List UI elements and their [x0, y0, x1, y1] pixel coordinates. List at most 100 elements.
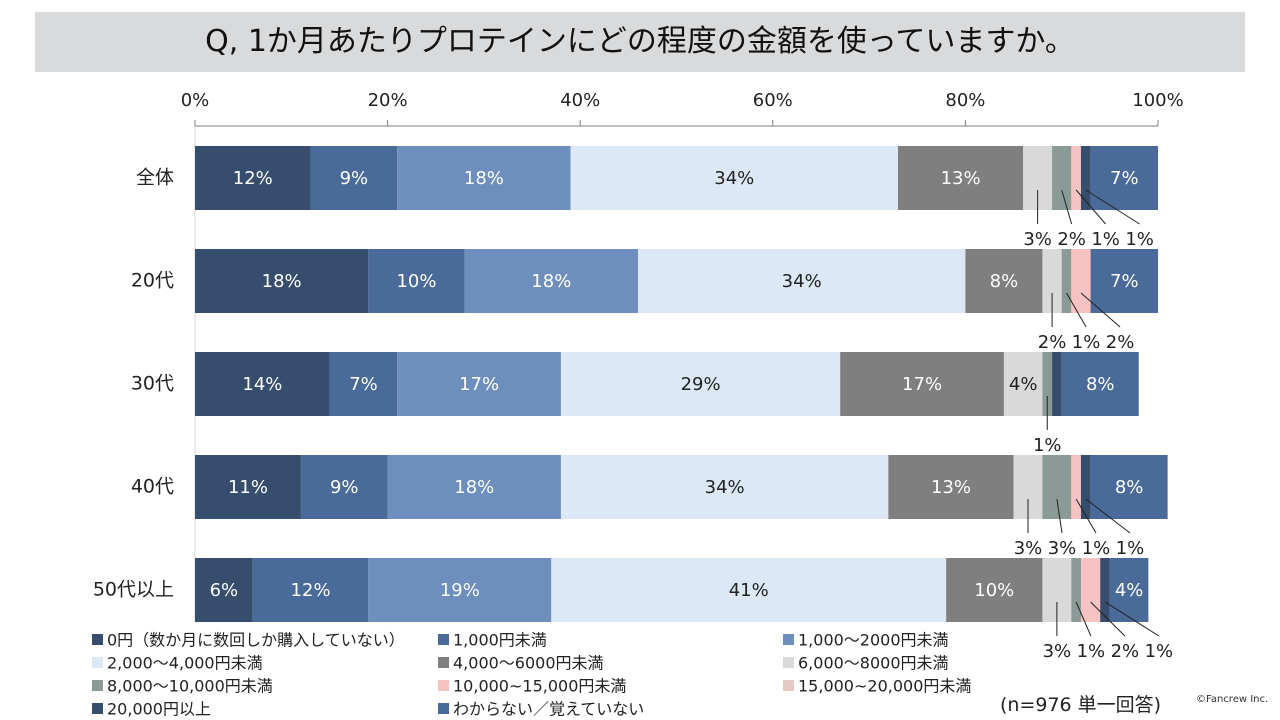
callout-line	[1075, 498, 1097, 534]
bar-segment	[1042, 352, 1053, 416]
bar-segment	[1061, 249, 1072, 313]
data-label: 10%	[396, 271, 436, 292]
data-label: 6%	[210, 580, 239, 601]
callout-label: 3%	[1048, 538, 1077, 559]
data-label: 14%	[242, 374, 282, 395]
callout-label: 1%	[1091, 229, 1120, 250]
data-label: 8%	[1086, 374, 1115, 395]
data-label: 34%	[782, 271, 822, 292]
callout-line	[1056, 498, 1063, 534]
chart-title: Q, 1か月あたりプロテインにどの程度の金額を使っていますか。	[205, 24, 1075, 59]
callout-label: 3%	[1043, 641, 1072, 662]
callout-label: 1%	[1082, 538, 1111, 559]
callout-label: 1%	[1145, 641, 1174, 662]
bar-segment	[637, 249, 966, 313]
callout-label: 2%	[1111, 641, 1140, 662]
bar-segment	[329, 352, 398, 416]
legend-label: 4,000～6000円未満	[453, 654, 604, 673]
bar-segment	[368, 558, 552, 622]
callout-label: 3%	[1023, 229, 1052, 250]
bar-segment	[310, 146, 398, 210]
callout-line	[1066, 292, 1087, 328]
callout-line	[1085, 189, 1140, 225]
data-label: 12%	[291, 580, 331, 601]
legend-swatch	[783, 634, 794, 645]
callout-label: 1%	[1125, 229, 1154, 250]
bar-segment	[1042, 455, 1072, 519]
legend-swatch	[438, 680, 449, 691]
data-label: 4%	[1009, 374, 1038, 395]
y-category-label: 全体	[136, 167, 174, 189]
legend-label: 0円（数か月に数回しか購入していない）	[107, 631, 405, 650]
bar-segment	[464, 249, 638, 313]
bar-segment	[195, 558, 253, 622]
bar-segment	[368, 249, 465, 313]
y-category-label: 30代	[131, 373, 174, 395]
x-tick-label: 80%	[945, 90, 985, 111]
bar-segment	[570, 146, 898, 210]
callout-label: 3%	[1014, 538, 1043, 559]
bar-segment	[1061, 352, 1139, 416]
callout-line	[1075, 189, 1107, 225]
data-label: 41%	[729, 580, 769, 601]
legend-label: 2,000～4,000円未満	[107, 654, 263, 673]
bar-segment	[840, 352, 1004, 416]
data-label: 18%	[454, 477, 494, 498]
bar-segment	[1003, 352, 1043, 416]
y-category-label: 40代	[131, 476, 174, 498]
callout-label: 1%	[1116, 538, 1145, 559]
legend-label: 15,000~20,000円未満	[798, 677, 971, 696]
callout-line	[1085, 498, 1131, 534]
data-label: 18%	[464, 168, 504, 189]
bar-segment	[965, 249, 1043, 313]
bar-segment	[1071, 146, 1081, 210]
bar-segment	[1080, 455, 1091, 519]
bar-segment	[1071, 455, 1081, 519]
bar-segment	[1090, 249, 1158, 313]
data-label: 34%	[714, 168, 754, 189]
bar-segment	[888, 455, 1014, 519]
data-label: 19%	[440, 580, 480, 601]
x-tick-label: 60%	[753, 90, 793, 111]
x-tick-label: 40%	[560, 90, 600, 111]
data-label: 9%	[340, 168, 369, 189]
data-label: 7%	[349, 374, 378, 395]
callout-label: 1%	[1077, 641, 1106, 662]
legend-swatch	[438, 634, 449, 645]
legend-swatch	[92, 634, 103, 645]
data-label: 29%	[681, 374, 721, 395]
data-label: 7%	[1110, 271, 1139, 292]
bar-segment	[1080, 558, 1101, 622]
data-label: 17%	[459, 374, 499, 395]
bar-segment	[195, 455, 301, 519]
data-label: 17%	[902, 374, 942, 395]
bar-segment	[946, 558, 1043, 622]
data-label: 7%	[1110, 168, 1139, 189]
legend-label: 8,000～10,000円未満	[107, 677, 273, 696]
legend-swatch	[783, 680, 794, 691]
bar-segment	[560, 455, 889, 519]
callout-line	[1061, 189, 1073, 225]
y-category-label: 20代	[131, 270, 174, 292]
bar-segment	[195, 352, 330, 416]
bar-segment	[897, 146, 1024, 210]
x-tick-label: 100%	[1132, 90, 1183, 111]
legend-swatch	[92, 703, 103, 714]
data-label: 18%	[531, 271, 571, 292]
bar-segment	[560, 352, 841, 416]
legend-label: 1,000～2000円未満	[798, 631, 949, 650]
legend-swatch	[783, 657, 794, 668]
callout-label: 1%	[1033, 435, 1062, 456]
copyright-text: ©Fancrew Inc.	[1196, 694, 1269, 705]
data-label: 4%	[1115, 580, 1144, 601]
sample-size-note: (n=976 単一回答)	[1000, 694, 1162, 716]
legend-swatch	[92, 657, 103, 668]
data-label: 12%	[233, 168, 273, 189]
bar-segment	[1052, 146, 1072, 210]
callout-line	[1104, 601, 1160, 637]
callout-line	[1090, 601, 1126, 637]
legend-label: わからない／覚えていない	[453, 700, 644, 719]
y-category-label: 50代以上	[93, 579, 174, 601]
callout-label: 2%	[1038, 332, 1067, 353]
callout-label: 2%	[1106, 332, 1135, 353]
